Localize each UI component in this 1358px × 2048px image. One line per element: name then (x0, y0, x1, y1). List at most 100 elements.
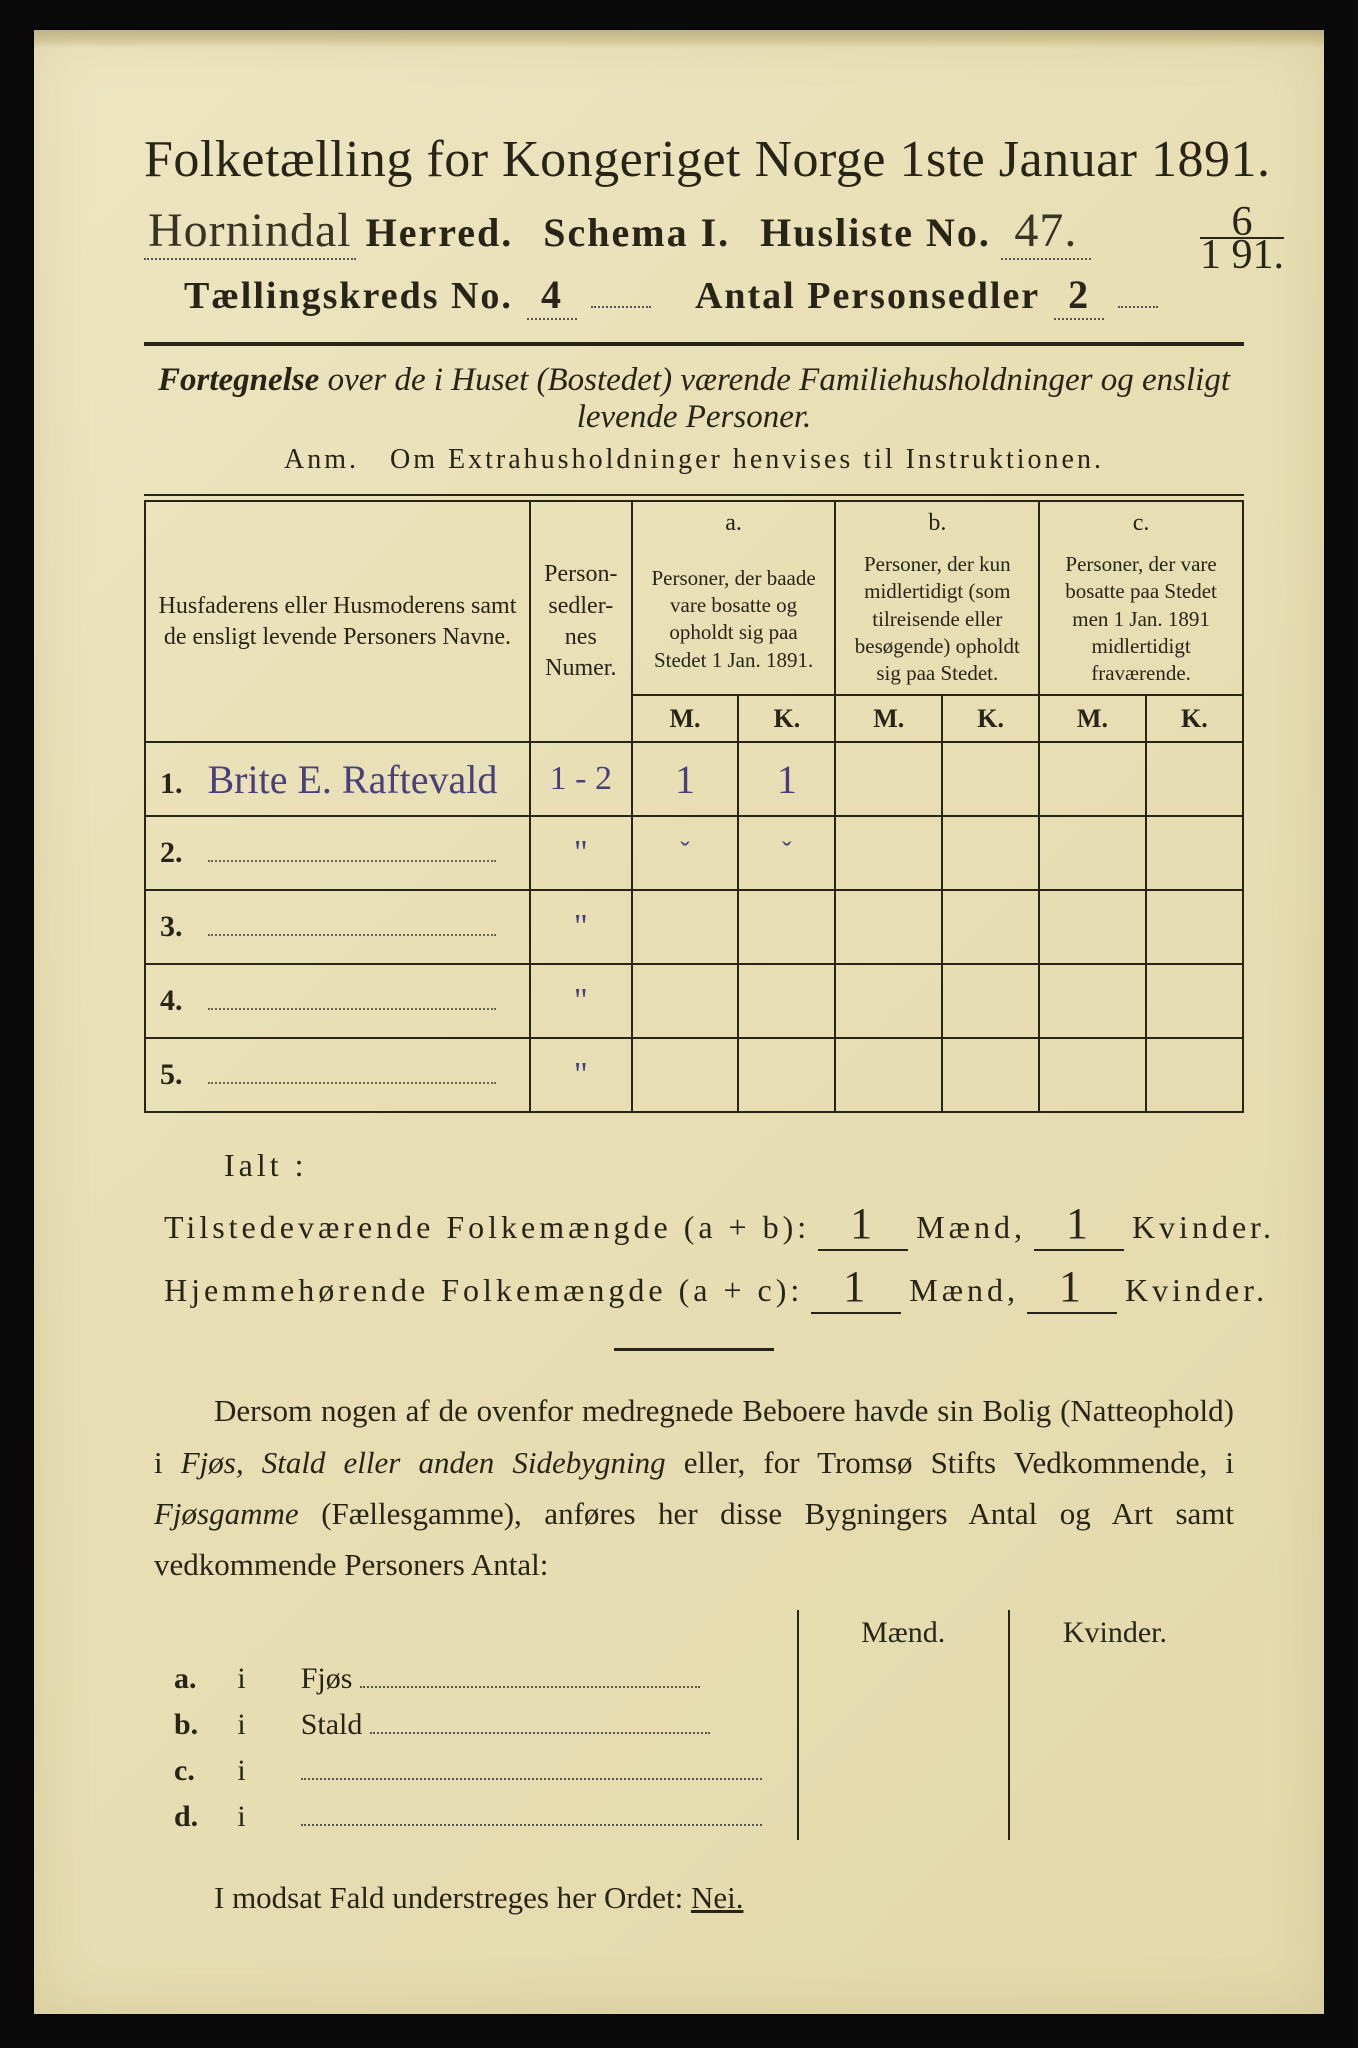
row-cM (1039, 1038, 1146, 1112)
brow-m (798, 1656, 1009, 1702)
brow-m (798, 1794, 1009, 1840)
row-bK (942, 742, 1039, 816)
table-row: 3. " (145, 890, 1243, 964)
row-bK (942, 1038, 1039, 1112)
total-resident-k-hw: 1 (1027, 1261, 1117, 1314)
fortegnelse-heading: Fortegnelse over de i Huset (Bostedet) v… (144, 362, 1244, 436)
dotfill (591, 270, 651, 308)
th-names-text: Husfaderens eller Husmoderens samt de en… (158, 593, 516, 650)
census-table: Husfaderens eller Husmoderens samt de en… (144, 500, 1244, 1113)
herred-handwritten: Hornindal (144, 203, 356, 260)
brow-label (291, 1748, 798, 1794)
row-name-blank (208, 984, 497, 1010)
maend-label: Mænd, (916, 1209, 1026, 1246)
brow-k (1009, 1656, 1220, 1702)
row-bM (835, 890, 942, 964)
document-paper: Folketælling for Kongeriget Norge 1ste J… (34, 30, 1324, 2014)
brow-label (291, 1794, 798, 1840)
th-b: Personer, der kun midlertidigt (som tilr… (835, 545, 1039, 694)
brow-label: Fjøs (291, 1656, 798, 1702)
row-name-blank (208, 910, 497, 936)
antal-hw: 2 (1054, 271, 1104, 320)
th-b-head: b. (835, 501, 1039, 545)
brow-m (798, 1702, 1009, 1748)
row-number: 1. (160, 767, 200, 801)
row-number: 5. (160, 1058, 200, 1092)
row-aK: ˇ (738, 816, 835, 890)
cell-hw: 1 (675, 757, 695, 802)
row-bM (835, 1038, 942, 1112)
row-bK (942, 890, 1039, 964)
row-bK (942, 816, 1039, 890)
corner-fraction-hw: 6 1 91. (1200, 208, 1284, 271)
page-title: Folketælling for Kongeriget Norge 1ste J… (144, 130, 1244, 189)
anm-note: Anm. Om Extrahusholdninger henvises til … (144, 444, 1244, 476)
footer-nei: Nei. (691, 1880, 744, 1915)
brow-label: Stald (291, 1702, 798, 1748)
maend-label: Mænd, (909, 1272, 1019, 1309)
th-c: Personer, der vare bosatte paa Stedet me… (1039, 545, 1243, 694)
brow-i: i (227, 1656, 290, 1702)
footer-line: I modsat Fald understreges her Ordet: Ne… (214, 1880, 1244, 1916)
row-numer: 1 - 2 (530, 742, 632, 816)
schema-label: Schema I. (543, 209, 730, 256)
row-cK (1146, 816, 1243, 890)
rule (144, 494, 1244, 496)
building-row: d.i (164, 1794, 1220, 1840)
row-cM (1039, 742, 1146, 816)
brow-key: c. (164, 1748, 227, 1794)
para-i1: Fjøs, Stald eller anden Sidebygning (181, 1445, 666, 1480)
th-a-head: a. (632, 501, 836, 545)
brow-k (1009, 1702, 1220, 1748)
fortegnelse-line2: levende Personer. (577, 399, 812, 435)
th-c-m: M. (1039, 695, 1146, 743)
row-name-cell: 4. (145, 964, 530, 1038)
row-aK (738, 1038, 835, 1112)
row-name-cell: 5. (145, 1038, 530, 1112)
para-t2: eller, for Tromsø Stifts Vedkommende, i (684, 1445, 1234, 1480)
th-c-k: K. (1146, 695, 1243, 743)
row-aM: 1 (632, 742, 739, 816)
total-present-label: Tilstedeværende Folkemængde (a + b): (164, 1209, 810, 1246)
fortegnelse-bold: Fortegnelse (158, 362, 319, 398)
total-present: Tilstedeværende Folkemængde (a + b): 1 M… (164, 1198, 1244, 1251)
row-number: 2. (160, 836, 200, 870)
total-present-m-hw: 1 (818, 1198, 908, 1251)
table-row: 2. "ˇˇ (145, 816, 1243, 890)
row-name-cell: 3. (145, 890, 530, 964)
table-row: 1. Brite E. Raftevald1 - 2 11 (145, 742, 1243, 816)
row-cM (1039, 890, 1146, 964)
row-aM (632, 1038, 739, 1112)
row-bK (942, 964, 1039, 1038)
kreds-label: Tællingskreds No. (184, 274, 513, 318)
row-name-cell: 1. Brite E. Raftevald (145, 742, 530, 816)
row-aK: 1 (738, 742, 835, 816)
building-row: c.i (164, 1748, 1220, 1794)
para-t3: (Fællesgamme), anføres her disse Bygning… (154, 1496, 1234, 1582)
antal-label: Antal Personsedler (695, 274, 1040, 318)
th-a: Personer, der baade vare bosatte og opho… (632, 545, 836, 694)
image-frame: Folketælling for Kongeriget Norge 1ste J… (0, 0, 1358, 2048)
brow-key: d. (164, 1794, 227, 1840)
herred-label: Herred. (366, 209, 514, 256)
row-aK (738, 964, 835, 1038)
total-resident-m-hw: 1 (811, 1261, 901, 1314)
husliste-number-hw: 47. (1001, 203, 1091, 260)
para-i2: Fjøsgamme (154, 1496, 299, 1531)
table-row: 5. " (145, 1038, 1243, 1112)
small-th-maend: Mænd. (798, 1610, 1009, 1656)
footer-text: I modsat Fald understreges her Ordet: (214, 1880, 691, 1915)
rule (144, 342, 1244, 346)
row-numer: " (530, 816, 632, 890)
building-row: b.iStald (164, 1702, 1220, 1748)
row-bM (835, 742, 942, 816)
th-a-k: K. (738, 695, 835, 743)
row-number: 4. (160, 984, 200, 1018)
row-name-cell: 2. (145, 816, 530, 890)
husliste-label: Husliste No. (760, 209, 991, 256)
row-cM (1039, 816, 1146, 890)
row-cK (1146, 890, 1243, 964)
kreds-hw: 4 (527, 271, 577, 320)
kvinder-label: Kvinder. (1132, 1209, 1275, 1246)
brow-key: b. (164, 1702, 227, 1748)
